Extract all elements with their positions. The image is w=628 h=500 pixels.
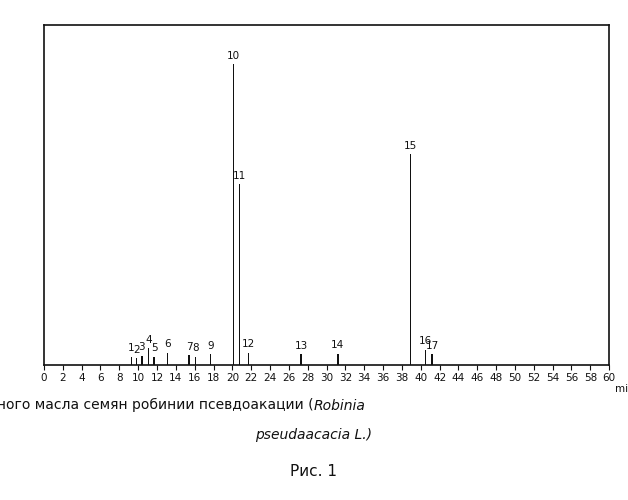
Text: 10: 10 xyxy=(227,50,240,60)
Bar xyxy=(210,354,212,365)
Bar xyxy=(188,356,190,365)
Text: pseudaacacia L.): pseudaacacia L.) xyxy=(256,428,372,442)
Text: 1: 1 xyxy=(128,343,135,353)
Text: Хроматограмма эфирного масла семян робинии псевдоакации (: Хроматограмма эфирного масла семян робин… xyxy=(0,398,314,412)
Text: 9: 9 xyxy=(207,341,214,351)
Text: 12: 12 xyxy=(242,340,255,349)
Text: 2: 2 xyxy=(133,345,140,355)
Bar xyxy=(136,358,138,365)
Bar xyxy=(148,348,149,365)
Bar xyxy=(239,184,240,365)
Bar xyxy=(153,356,155,365)
Bar xyxy=(166,353,168,365)
Bar xyxy=(337,354,338,365)
Text: 7: 7 xyxy=(186,342,192,352)
Text: min: min xyxy=(615,384,628,394)
Bar xyxy=(195,356,197,365)
Text: 11: 11 xyxy=(233,171,246,181)
Text: Рис. 1: Рис. 1 xyxy=(291,464,337,479)
Text: Robinia: Robinia xyxy=(314,398,366,412)
Text: 8: 8 xyxy=(192,343,199,353)
Text: 5: 5 xyxy=(151,343,158,353)
Text: 14: 14 xyxy=(331,340,345,350)
Text: 15: 15 xyxy=(404,141,417,151)
Bar xyxy=(141,356,143,365)
Text: 3: 3 xyxy=(139,342,145,352)
Bar xyxy=(409,154,411,365)
Text: 17: 17 xyxy=(425,341,439,351)
Bar xyxy=(131,356,133,365)
Bar xyxy=(300,354,302,365)
Bar xyxy=(232,64,234,365)
Text: 16: 16 xyxy=(419,336,432,346)
Bar xyxy=(425,350,426,365)
Text: 6: 6 xyxy=(164,340,171,349)
Text: 4: 4 xyxy=(145,335,152,345)
Text: 13: 13 xyxy=(295,340,308,350)
Bar xyxy=(431,354,433,365)
Bar xyxy=(247,353,249,365)
